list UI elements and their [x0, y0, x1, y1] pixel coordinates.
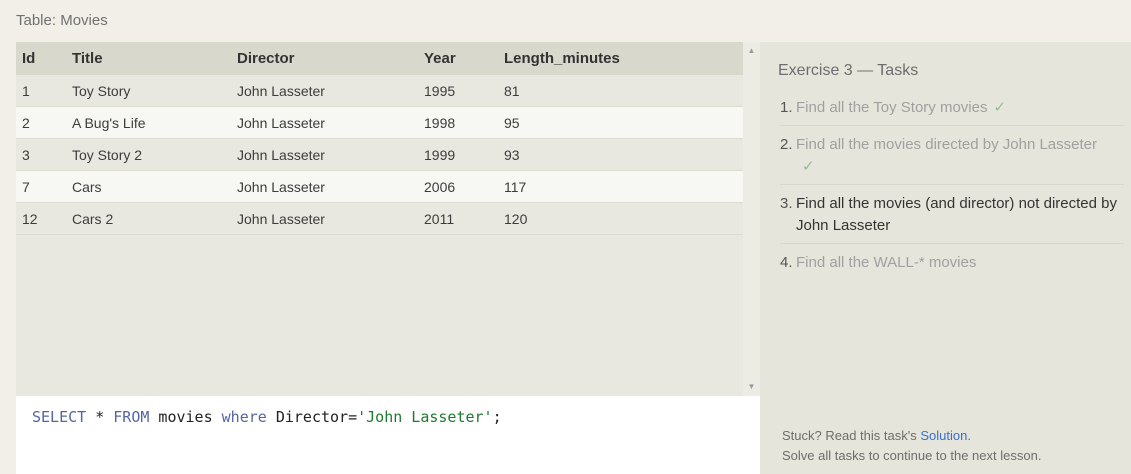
continue-hint: Solve all tasks to continue to the next … — [782, 448, 1042, 463]
task-number: 4. — [780, 254, 793, 271]
query-star: * — [86, 408, 114, 426]
task-label: Find all the WALL-* movies — [796, 254, 977, 271]
table-title: Table: Movies — [16, 12, 108, 29]
task-number: 1. — [780, 99, 793, 116]
cell-length: 93 — [498, 138, 743, 171]
exercise-title: Exercise 3 — Tasks — [778, 62, 919, 79]
query-string-value: 'John Lasseter' — [357, 408, 493, 426]
table-row: 12 Cars 2 John Lasseter 2011 120 — [16, 202, 743, 235]
cell-year: 1998 — [418, 106, 498, 139]
task-item-active: 3. Find all the movies (and director) no… — [780, 191, 1124, 244]
tasks-panel: Exercise 3 — Tasks 1. Find all the Toy S… — [760, 42, 1131, 474]
results-table-area: Id Title Director Year Length_minutes 1 … — [16, 42, 743, 396]
cell-id: 2 — [16, 106, 66, 139]
checkmark-icon: ✓ — [802, 158, 815, 175]
keyword-where: where — [221, 408, 267, 426]
task-label: Find all the Toy Story movies — [796, 99, 988, 116]
cell-title: Cars — [66, 170, 231, 203]
cell-id: 12 — [16, 202, 66, 235]
task-text: Find all the Toy Story movies ✓ — [796, 97, 1124, 119]
table-row: 1 Toy Story John Lasseter 1995 81 — [16, 75, 743, 107]
table-row: 7 Cars John Lasseter 2006 117 — [16, 170, 743, 203]
scroll-down-arrow-icon[interactable]: ▼ — [747, 382, 756, 391]
task-item: 1. Find all the Toy Story movies ✓ — [780, 95, 1124, 126]
cell-length: 120 — [498, 202, 743, 235]
table-row: 3 Toy Story 2 John Lasseter 1999 93 — [16, 138, 743, 171]
task-number: 2. — [780, 136, 793, 153]
table-scrollbar[interactable]: ▲ ▼ — [743, 42, 760, 396]
cell-length: 81 — [498, 75, 743, 107]
cell-year: 1995 — [418, 75, 498, 107]
column-header-length: Length_minutes — [498, 42, 743, 75]
stuck-suffix: . — [967, 428, 971, 443]
cell-length: 95 — [498, 106, 743, 139]
cell-director: John Lasseter — [231, 106, 418, 139]
stuck-hint: Stuck? Read this task's Solution. — [782, 426, 1041, 446]
task-text: Find all the movies (and director) not d… — [796, 193, 1124, 237]
task-number: 3. — [780, 195, 793, 212]
cell-director: John Lasseter — [231, 75, 418, 107]
query-terminator: ; — [492, 408, 502, 426]
task-list: 1. Find all the Toy Story movies ✓ 2. Fin… — [780, 95, 1124, 286]
keyword-select: SELECT — [32, 408, 87, 426]
checkmark-icon: ✓ — [993, 99, 1007, 116]
solution-link[interactable]: Solution — [920, 428, 968, 443]
cell-director: John Lasseter — [231, 202, 418, 235]
task-label: Find all the movies (and director) not d… — [796, 195, 1117, 234]
cell-id: 3 — [16, 138, 66, 171]
cell-id: 1 — [16, 75, 66, 107]
cell-id: 7 — [16, 170, 66, 203]
results-table: Id Title Director Year Length_minutes 1 … — [16, 42, 743, 235]
cell-title: Toy Story — [66, 75, 231, 107]
column-header-director: Director — [231, 42, 418, 75]
scroll-up-arrow-icon[interactable]: ▲ — [747, 46, 756, 55]
cell-director: John Lasseter — [231, 138, 418, 171]
table-row: 2 A Bug's Life John Lasseter 1998 95 — [16, 106, 743, 139]
task-label: Find all the movies directed by John Las… — [796, 136, 1097, 153]
cell-length: 117 — [498, 170, 743, 203]
query-condition: Director= — [266, 408, 358, 426]
stuck-prefix: Stuck? Read this task's — [782, 428, 921, 443]
column-header-title: Title — [66, 42, 231, 75]
cell-year: 2011 — [418, 202, 498, 235]
query-text[interactable]: SELECT * FROM movies where Director='Joh… — [32, 408, 502, 426]
results-panel: Id Title Director Year Length_minutes 1 … — [16, 42, 760, 474]
cell-title: Cars 2 — [66, 202, 231, 235]
cell-director: John Lasseter — [231, 170, 418, 203]
column-header-id: Id — [16, 42, 66, 75]
tasks-footer: Stuck? Read this task's Solution. Solve … — [782, 426, 1041, 466]
cell-year: 2006 — [418, 170, 498, 203]
keyword-from: FROM — [113, 408, 150, 426]
cell-title: A Bug's Life — [66, 106, 231, 139]
cell-title: Toy Story 2 — [66, 138, 231, 171]
query-table: movies — [149, 408, 222, 426]
table-header-row: Id Title Director Year Length_minutes — [16, 42, 743, 75]
task-text: Find all the movies directed by John Las… — [796, 134, 1124, 178]
task-text: Find all the WALL-* movies — [796, 252, 1124, 274]
query-editor[interactable]: SELECT * FROM movies where Director='Joh… — [16, 396, 760, 474]
cell-year: 1999 — [418, 138, 498, 171]
task-item: 4. Find all the WALL-* movies — [780, 250, 1124, 280]
column-header-year: Year — [418, 42, 498, 75]
task-item: 2. Find all the movies directed by John … — [780, 132, 1124, 185]
